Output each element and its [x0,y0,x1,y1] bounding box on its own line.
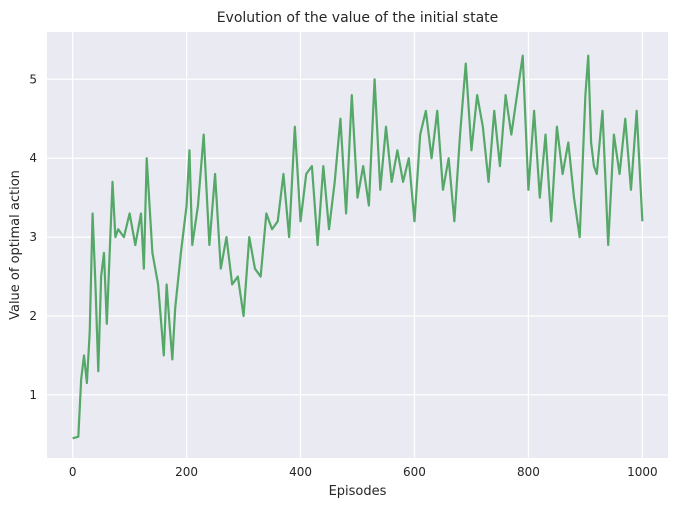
x-tick-label: 200 [175,465,198,479]
y-axis-label: Value of optimal action [8,170,23,320]
series-layer [72,54,644,440]
y-tick-label: 3 [29,230,37,244]
x-tick-label: 600 [403,465,426,479]
chart-title: Evolution of the value of the initial st… [217,10,499,26]
y-tick-label: 1 [29,388,37,402]
y-axis-ticks: 1 2 3 4 5 [29,72,37,402]
x-tick-label: 400 [289,465,312,479]
y-tick-label: 2 [29,309,37,323]
x-axis-ticks: 0 200 400 600 800 1000 [69,465,658,479]
y-tick-label: 5 [29,72,37,86]
plot-area [47,32,668,458]
x-tick-label: 0 [69,465,77,479]
y-tick-label: 4 [29,151,37,165]
x-tick-label: 1000 [627,465,658,479]
x-tick-label: 800 [517,465,540,479]
x-axis-label: Episodes [329,484,387,499]
series-line-value [72,54,644,440]
